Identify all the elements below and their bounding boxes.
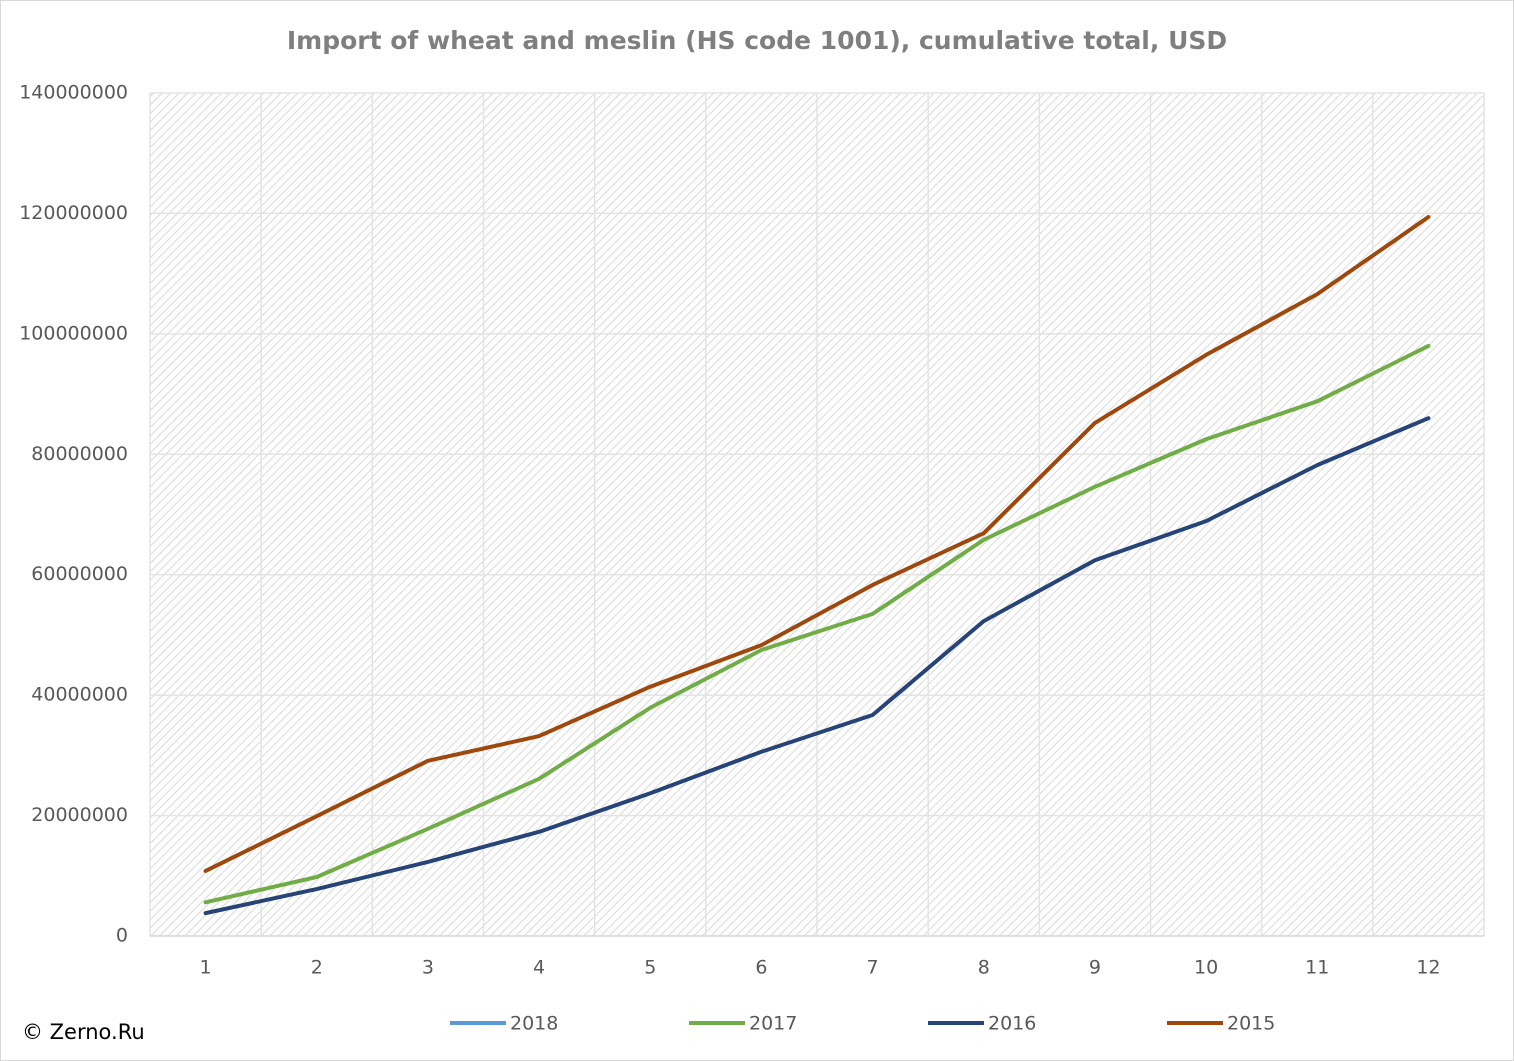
y-tick-label: 80000000 bbox=[31, 443, 128, 465]
x-tick-label: 5 bbox=[644, 957, 656, 979]
x-tick-label: 9 bbox=[1089, 957, 1101, 979]
series-line bbox=[203, 215, 1431, 873]
x-tick-label: 7 bbox=[867, 957, 879, 979]
source-note: © Zerno.Ru bbox=[22, 1020, 145, 1044]
y-tick-label: 0 bbox=[116, 925, 128, 947]
x-tick-label: 6 bbox=[755, 957, 767, 979]
x-tick-label: 4 bbox=[533, 957, 545, 979]
x-tick-label: 3 bbox=[422, 957, 434, 979]
y-tick-label: 40000000 bbox=[31, 684, 128, 706]
chart-title: Import of wheat and meslin (HS code 1001… bbox=[287, 26, 1227, 55]
x-tick-label: 8 bbox=[978, 957, 990, 979]
legend-label: 2016 bbox=[988, 1013, 1036, 1035]
y-tick-label: 100000000 bbox=[19, 322, 128, 344]
y-tick-label: 60000000 bbox=[31, 563, 128, 585]
series-line bbox=[203, 343, 1431, 905]
x-tick-label: 12 bbox=[1416, 957, 1440, 979]
legend-label: 2017 bbox=[749, 1013, 797, 1035]
y-tick-label: 140000000 bbox=[19, 82, 128, 104]
x-tick-label: 2 bbox=[311, 957, 323, 979]
series-line bbox=[203, 416, 1431, 916]
y-tick-label: 120000000 bbox=[19, 202, 128, 224]
x-tick-label: 10 bbox=[1194, 957, 1218, 979]
x-tick-label: 1 bbox=[200, 957, 212, 979]
x-tick-label: 11 bbox=[1305, 957, 1329, 979]
legend-label: 2015 bbox=[1227, 1013, 1275, 1035]
y-tick-label: 20000000 bbox=[31, 804, 128, 826]
legend-label: 2018 bbox=[510, 1013, 558, 1035]
